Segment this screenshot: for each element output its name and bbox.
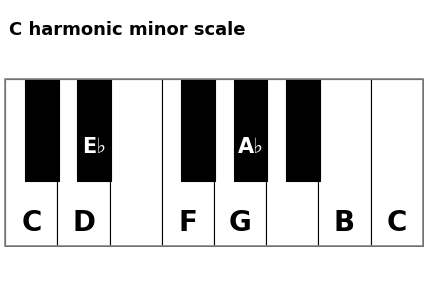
Bar <box>286 79 320 181</box>
Text: C harmonic minor scale: C harmonic minor scale <box>9 21 245 38</box>
Bar <box>77 79 111 181</box>
Bar <box>110 79 162 246</box>
Text: A♭: A♭ <box>238 137 264 157</box>
Text: B: B <box>334 209 355 237</box>
Bar <box>57 79 110 246</box>
Text: C: C <box>21 209 42 237</box>
Bar <box>214 79 266 246</box>
Text: F: F <box>178 209 197 237</box>
Bar <box>25 79 59 181</box>
Bar <box>266 79 318 246</box>
Text: C: C <box>386 209 407 237</box>
Text: G: G <box>229 209 252 237</box>
Bar <box>318 79 371 246</box>
Bar <box>371 79 423 246</box>
Bar <box>234 79 268 181</box>
Bar <box>181 79 215 181</box>
Text: D: D <box>72 209 95 237</box>
Text: E♭: E♭ <box>82 137 106 157</box>
Bar <box>5 79 57 246</box>
Bar <box>162 79 214 246</box>
